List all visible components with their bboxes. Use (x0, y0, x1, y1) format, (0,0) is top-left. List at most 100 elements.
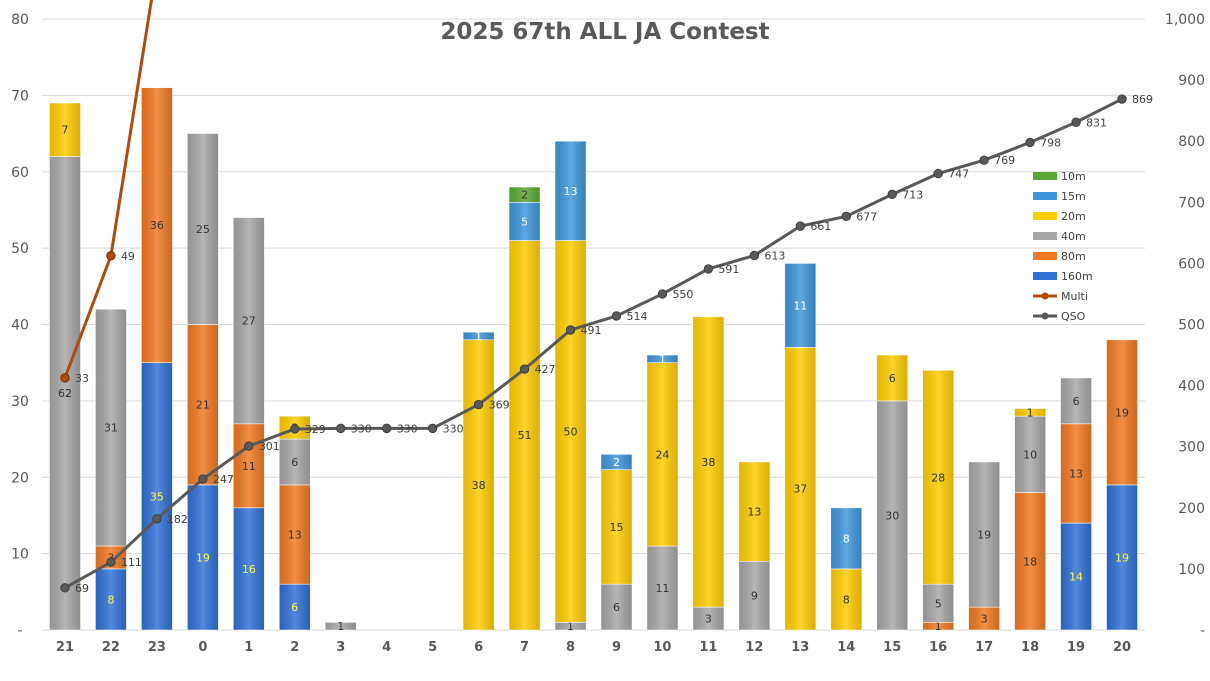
point-label-QSO: 550 (672, 288, 693, 301)
point-QSO (336, 423, 346, 434)
point-label-QSO: 330 (351, 422, 372, 435)
point-QSO (152, 514, 162, 524)
bar-segment-label: 9 (751, 590, 758, 603)
y-right-tick-label: 900 (1178, 73, 1205, 89)
point-label-QSO: 769 (994, 154, 1015, 167)
bar-segment-shade (187, 324, 219, 485)
bar-segment-shade (1106, 339, 1138, 485)
y-right-tick-label: 200 (1178, 501, 1205, 517)
bar-segment-shade (509, 187, 541, 203)
point-QSO (703, 264, 714, 274)
bar-segment-label: 1 (475, 330, 482, 343)
legend-label-10m: 10m (1061, 170, 1086, 183)
x-tick-label: 12 (745, 640, 763, 655)
x-tick-label: 2 (290, 640, 299, 655)
bar-segment-label: 10 (1023, 448, 1037, 461)
bar-segment-shade (876, 400, 908, 630)
y-left-tick-label: 20 (11, 470, 29, 486)
point-QSO (198, 474, 208, 484)
point-QSO (657, 289, 668, 299)
x-tick-label: 11 (699, 640, 717, 655)
bar-segment-label: 13 (288, 529, 302, 542)
bar-segment-label: 8 (843, 593, 850, 606)
point-label-QSO: 182 (167, 513, 188, 526)
y-left-tick-label: 40 (11, 318, 29, 334)
x-tick-label: 4 (382, 640, 391, 655)
bar-segment-shade (95, 309, 127, 546)
bar-segment-shade (1060, 377, 1092, 424)
bar-segment-label: 3 (705, 613, 712, 626)
bar-segment-shade (784, 347, 816, 630)
x-tick-label: 23 (148, 640, 166, 655)
bar-segment-label: 13 (1069, 467, 1083, 480)
x-tick-label: 22 (102, 640, 120, 655)
bar-segment-label: 38 (701, 456, 715, 469)
bar-segment-label: 1 (567, 620, 574, 633)
point-label-Multi: 33 (75, 372, 89, 385)
bar-segment-label: 37 (793, 483, 807, 496)
line-Multi (63, 0, 153, 379)
legend-marker-QSO (1041, 312, 1049, 320)
bar-segment-shade (95, 545, 127, 569)
bar-segment-label: 13 (747, 506, 761, 519)
point-QSO (611, 311, 622, 321)
x-tick-label: 18 (1021, 640, 1039, 655)
point-label-QSO: 831 (1086, 116, 1107, 129)
point-QSO (795, 221, 806, 231)
bar-segment-label: 3 (981, 613, 988, 626)
x-tick-label: 9 (612, 640, 621, 655)
bar-segment-shade (233, 507, 265, 630)
bar-segment-label: 19 (977, 529, 991, 542)
point-QSO (841, 211, 851, 222)
point-QSO (1025, 137, 1035, 148)
bar-segment-shade (509, 240, 541, 631)
bar-segment-label: 30 (885, 509, 899, 522)
legend-label-Multi: Multi (1061, 290, 1088, 303)
bar-segment-shade (1060, 523, 1092, 630)
bar-segment-label: 2 (613, 456, 620, 469)
bar-segment-label: 19 (196, 551, 210, 564)
point-QSO (519, 364, 530, 374)
point-QSO (473, 399, 484, 410)
x-tick-label: 14 (837, 640, 855, 655)
bar-segment-label: 11 (793, 299, 807, 312)
chart-title: 2025 67th ALL JA Contest (440, 19, 769, 45)
bar-segment-shade (49, 103, 81, 157)
bar-segment-label: 5 (521, 215, 528, 228)
legend-swatch-160m (1033, 272, 1057, 280)
bar-segment-label: 6 (613, 601, 620, 614)
point-label-QSO: 514 (626, 310, 647, 323)
legend-label-20m: 20m (1061, 210, 1086, 223)
x-tick-label: 6 (474, 640, 483, 655)
bar-segment-shade (49, 156, 81, 630)
bar-segment-shade (555, 141, 587, 241)
bar-segment-label: 19 (1115, 406, 1129, 419)
legend-label-15m: 15m (1061, 190, 1086, 203)
bar-segment-shade (555, 240, 587, 623)
bar-segment-shade (692, 316, 724, 608)
legend-swatch-15m (1033, 192, 1057, 200)
bar-segment-shade (830, 568, 862, 630)
bar-segment-shade (279, 484, 311, 585)
point-label-QSO: 330 (443, 422, 464, 435)
bar-segment-label: 2 (521, 189, 528, 202)
point-label-QSO: 111 (121, 556, 142, 569)
point-label-QSO: 369 (489, 399, 510, 412)
bar-segment-shade (830, 507, 862, 569)
bar-segment-label: 1 (1027, 406, 1034, 419)
bar-segment-shade (600, 469, 632, 585)
point-QSO (1071, 117, 1081, 127)
bar-segment-shade (692, 607, 724, 630)
bar-segment-shade (784, 263, 816, 348)
point-label-QSO: 591 (718, 263, 739, 276)
point-QSO (887, 189, 897, 200)
bar-segment-label: 25 (196, 223, 210, 236)
x-tick-label: 19 (1067, 640, 1085, 655)
point-label-QSO: 661 (810, 220, 831, 233)
point-label-QSO: 613 (764, 249, 785, 262)
stacked-bars: 6278331353619212516112761363138151521501… (49, 87, 1138, 633)
bar-segment-shade (922, 370, 954, 585)
bar-segment-label: 1 (659, 353, 666, 366)
point-label-QSO: 869 (1132, 93, 1153, 106)
point-label-QSO: 747 (948, 168, 969, 181)
